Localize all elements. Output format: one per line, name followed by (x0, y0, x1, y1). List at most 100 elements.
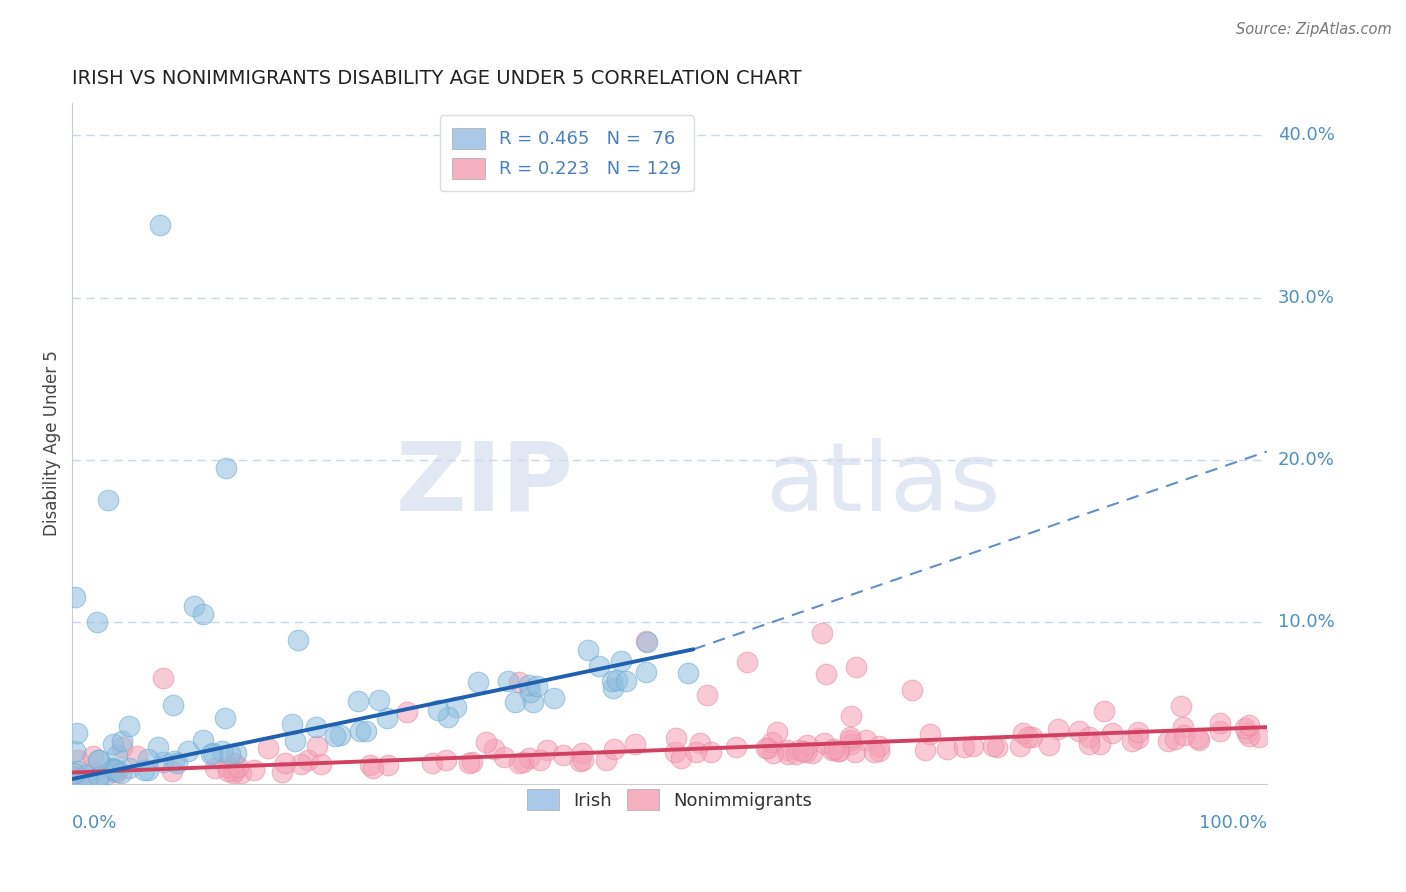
Point (844, 745, 866, 759)
Point (132, 764, 155, 778)
Point (191, 733, 214, 747)
Point (823, 742, 845, 756)
Point (1126, 731, 1149, 745)
Point (202, 746, 225, 760)
Point (815, 666, 838, 681)
Point (953, 740, 976, 755)
Point (810, 626, 832, 640)
Point (84, 766, 107, 780)
Point (323, 729, 346, 743)
Point (517, 750, 540, 764)
Point (354, 723, 377, 738)
Point (229, 766, 252, 780)
Point (215, 460, 238, 475)
Point (1173, 728, 1195, 742)
Point (1047, 723, 1070, 737)
Point (529, 753, 551, 767)
Point (1126, 725, 1149, 739)
Point (105, 765, 128, 780)
Text: Source: ZipAtlas.com: Source: ZipAtlas.com (1236, 22, 1392, 37)
Point (603, 742, 626, 756)
Point (297, 753, 319, 767)
Point (689, 735, 711, 749)
Point (211, 744, 233, 758)
Point (100, 764, 122, 778)
Point (271, 764, 294, 779)
Point (636, 634, 658, 648)
Y-axis label: Disability Age Under 5: Disability Age Under 5 (44, 351, 60, 536)
Point (86, 753, 108, 767)
Point (1173, 720, 1195, 734)
Point (166, 756, 188, 771)
Point (665, 731, 688, 745)
Text: 0.0%: 0.0% (72, 814, 118, 832)
Point (508, 674, 530, 689)
Point (101, 737, 124, 751)
Point (1012, 726, 1035, 740)
Point (1067, 724, 1090, 739)
Point (839, 733, 862, 747)
Point (839, 737, 862, 751)
Point (700, 745, 723, 759)
Point (349, 724, 371, 739)
Point (1233, 721, 1256, 735)
Point (104, 763, 127, 777)
Point (136, 752, 159, 766)
Point (193, 607, 215, 621)
Point (87, 770, 110, 784)
Text: 20.0%: 20.0% (1278, 450, 1334, 468)
Point (243, 763, 266, 777)
Point (1157, 734, 1180, 748)
Point (492, 750, 515, 764)
Point (395, 705, 418, 719)
Point (290, 756, 312, 771)
Point (914, 743, 936, 757)
Point (434, 753, 457, 767)
Point (792, 743, 814, 757)
Text: 100.0%: 100.0% (1199, 814, 1267, 832)
Point (839, 709, 862, 723)
Point (1088, 737, 1111, 751)
Point (204, 761, 226, 775)
Point (602, 674, 624, 689)
Legend: Irish, Nonimmigrants: Irish, Nonimmigrants (517, 780, 821, 819)
Point (572, 753, 595, 767)
Point (89, 770, 111, 784)
Text: 40.0%: 40.0% (1278, 127, 1334, 145)
Point (138, 763, 160, 777)
Point (787, 742, 810, 756)
Point (284, 733, 307, 747)
Point (1170, 699, 1192, 714)
Point (475, 734, 498, 748)
Point (634, 665, 657, 680)
Point (60, 769, 83, 783)
Point (118, 719, 141, 733)
Point (217, 764, 239, 778)
Point (636, 634, 658, 648)
Point (761, 735, 783, 749)
Point (1121, 734, 1143, 748)
Point (162, 698, 184, 712)
Point (368, 693, 391, 707)
Point (737, 655, 759, 669)
Text: IRISH VS NONIMMIGRANTS DISABILITY AGE UNDER 5 CORRELATION CHART: IRISH VS NONIMMIGRANTS DISABILITY AGE UN… (72, 69, 801, 87)
Point (496, 673, 519, 688)
Point (305, 720, 328, 734)
Point (111, 734, 134, 748)
Point (437, 710, 460, 724)
Point (855, 733, 877, 747)
Point (986, 740, 1008, 755)
Point (595, 753, 617, 767)
Point (219, 747, 242, 762)
Point (377, 757, 399, 772)
Point (274, 756, 297, 770)
Point (82, 748, 104, 763)
Point (1010, 739, 1032, 754)
Point (614, 673, 637, 688)
Point (162, 754, 184, 768)
Point (1101, 725, 1123, 739)
Point (508, 756, 530, 770)
Point (146, 739, 169, 754)
Point (149, 218, 172, 232)
Point (214, 711, 236, 725)
